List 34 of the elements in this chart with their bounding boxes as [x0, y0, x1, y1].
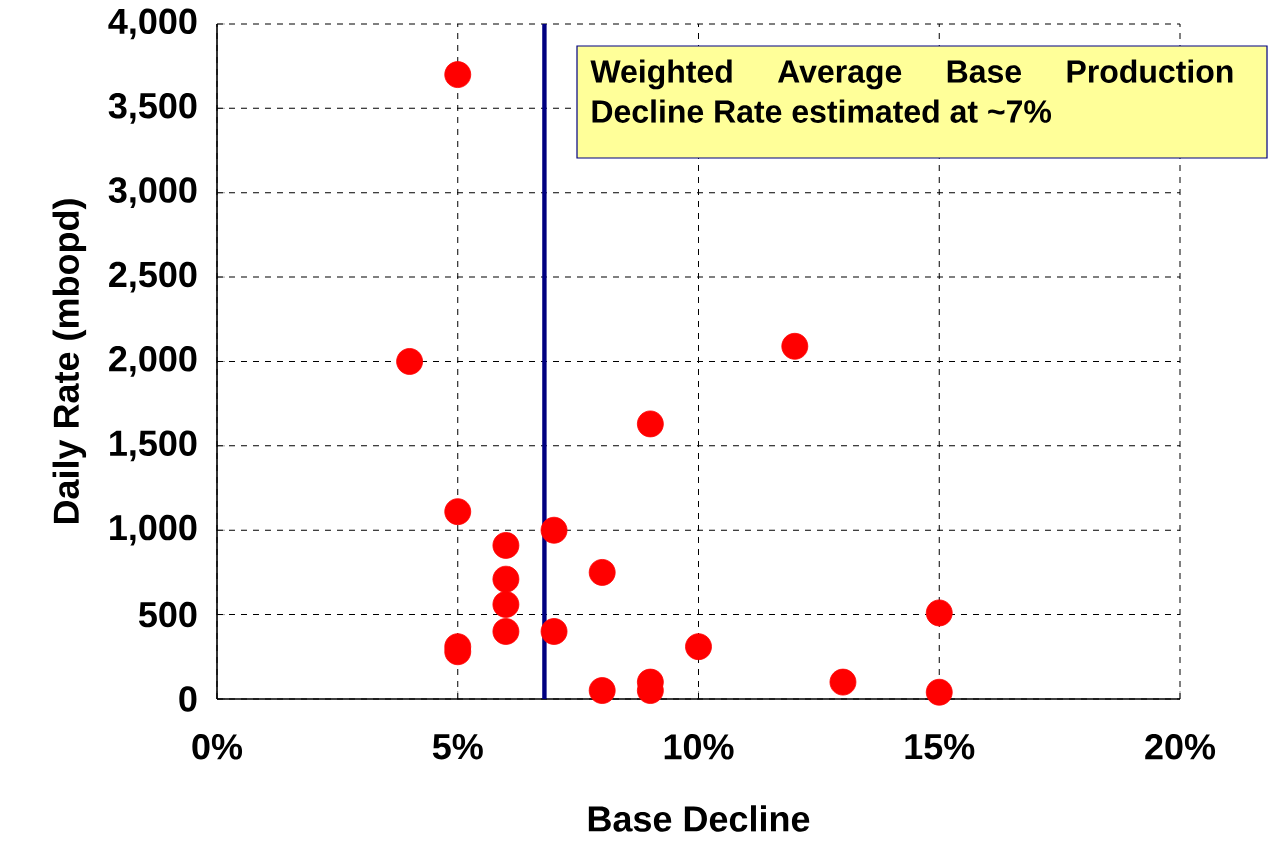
- point: [444, 61, 472, 89]
- y-tick-label: 500: [138, 601, 197, 628]
- annotation: Weighted Average Base Production Decline Rate estimated at ~7%: [590, 59, 1233, 123]
- point: [540, 516, 568, 544]
- y-tick-label: 0: [179, 686, 197, 712]
- point: [829, 668, 857, 696]
- y-tick-label: 3,000: [108, 177, 197, 209]
- point: [588, 559, 616, 586]
- y-tick-label: 3,500: [108, 92, 197, 124]
- y-tick-label: 4,000: [108, 8, 197, 40]
- x-tick-label: 15%: [905, 734, 975, 760]
- x-tick-label: 0%: [192, 734, 243, 760]
- y-axis-title: Daily Rate (mbopd): [52, 199, 87, 524]
- y-tick-label: 1,000: [110, 514, 197, 546]
- point: [492, 532, 520, 559]
- point: [685, 633, 712, 661]
- point: [925, 678, 953, 706]
- point: [492, 565, 520, 593]
- point: [396, 348, 423, 375]
- point: [492, 591, 520, 618]
- point: [540, 618, 568, 645]
- x-tick-label: 5%: [432, 734, 483, 760]
- y-tick-label: 2,000: [109, 346, 197, 377]
- point: [636, 410, 664, 438]
- y-tick-label: 1,500: [110, 430, 197, 462]
- point: [588, 677, 616, 704]
- x-tick-label: 10%: [664, 734, 734, 760]
- point: [444, 498, 472, 526]
- x-tick-label: 20%: [1145, 734, 1216, 760]
- y-tick-label: 2,500: [109, 261, 197, 293]
- point: [492, 618, 520, 645]
- point: [781, 332, 809, 360]
- point: [925, 599, 953, 627]
- x-axis-title: Base Decline: [588, 805, 810, 832]
